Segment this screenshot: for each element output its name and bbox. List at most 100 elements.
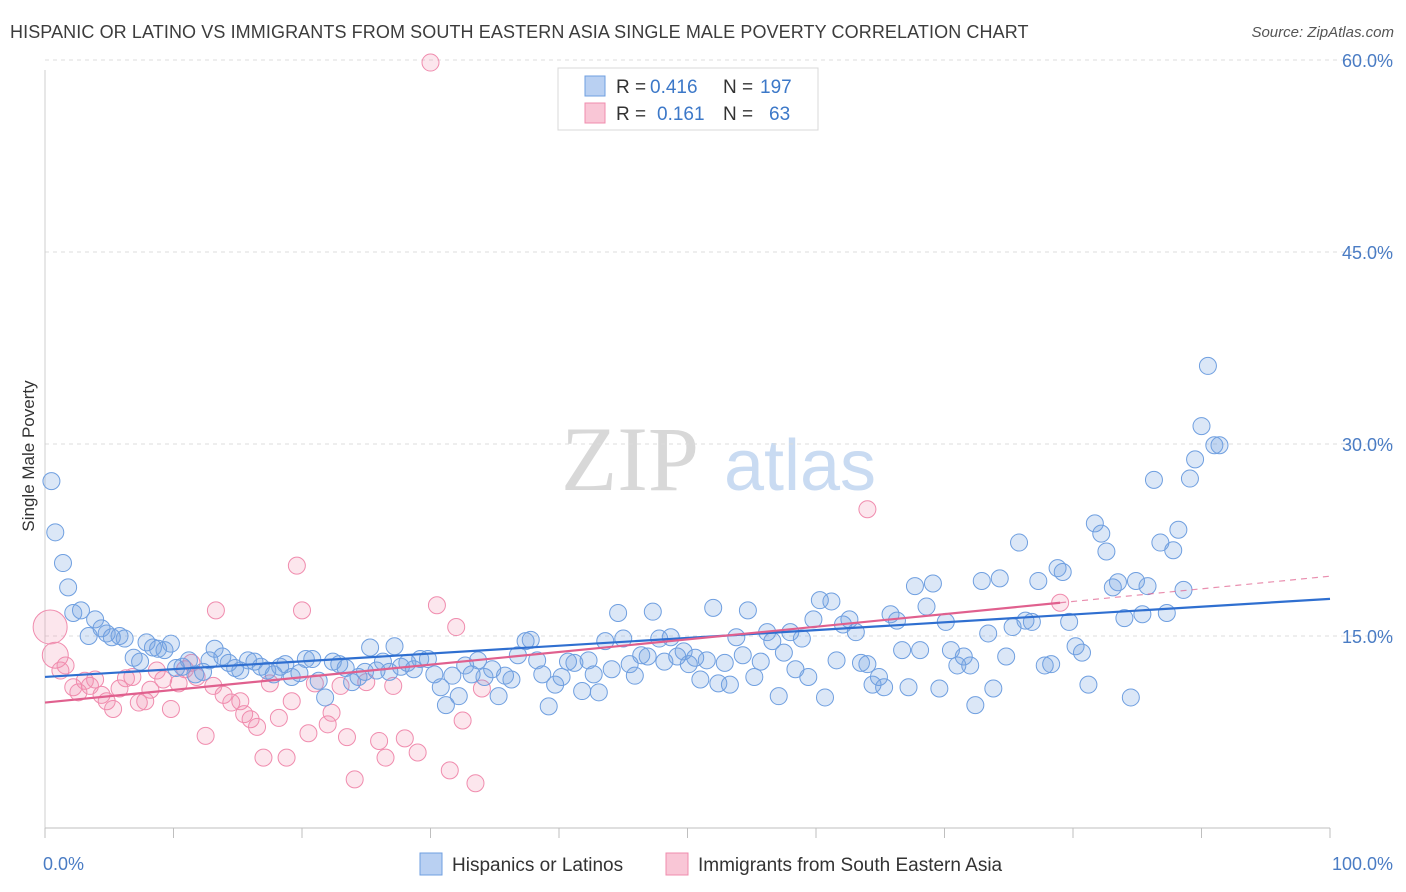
legend-r-label-2: R = [616,104,646,125]
y-tick-label-2: 45.0% [1342,243,1393,263]
blue-point [984,679,1003,698]
blue-point [979,624,998,643]
blue-point [1103,578,1122,597]
blue-point [1092,524,1111,543]
pink-point [421,53,440,72]
legend-n-value-2: 63 [769,104,790,125]
blue-point [131,652,150,671]
pink-point [56,656,75,675]
pink-point [370,731,389,750]
blue-point [625,666,644,685]
blue-point [1060,612,1079,631]
blue-point [686,648,705,667]
blue-point [1115,609,1134,628]
blue-point [720,675,739,694]
blue-point [92,619,111,638]
pink-point [384,676,403,695]
blue-point [1174,580,1193,599]
pink-point [427,596,446,615]
blue-point [1157,603,1176,622]
pink-point [337,728,356,747]
pink-point [858,500,877,519]
pink-point [110,679,129,698]
blue-point [846,623,865,642]
watermark: ZIP atlas [561,408,876,510]
blue-point [443,666,462,685]
blue-point [1164,541,1183,560]
y-axis-label: Single Male Poverty [19,380,38,532]
watermark-atlas: atlas [724,426,876,506]
x-tick-labels: 0.0% 100.0% [43,854,1393,874]
blue-point [589,683,608,702]
blue-point [893,641,912,660]
blue-point [792,629,811,648]
blue-point [990,569,1009,588]
blue-point [923,574,942,593]
blue-point [1205,436,1224,455]
pink-point [161,699,180,718]
top-legend: R = 0.416 N = 197 R = 0.161 N = 63 [557,67,819,131]
blue-point [1144,470,1163,489]
blue-point [827,651,846,670]
pink-point [154,670,173,689]
blue-point [596,632,615,651]
blue-point [948,656,967,675]
series-immigrants-points [32,53,1070,793]
legend-n-label-1: N = [723,77,753,98]
blue-point [161,634,180,653]
blue-point [822,592,841,611]
blue-point [715,653,734,672]
watermark-zip: ZIP [561,408,699,510]
blue-point [1010,533,1029,552]
blue-point [546,675,565,694]
chart-title: HISPANIC OR LATINO VS IMMIGRANTS FROM SO… [10,22,1029,42]
blue-point [745,667,764,686]
source-label: Source: ZipAtlas.com [1251,24,1394,41]
blue-point [727,628,746,647]
blue-point [769,687,788,706]
blue-point [774,643,793,662]
blue-point [213,647,232,666]
blue-point [709,674,728,693]
bottom-legend-swatch-pink [665,852,689,876]
blue-point [102,628,121,647]
blue-point [579,651,598,670]
blue-point [966,696,985,715]
pink-point [447,618,466,637]
blue-point [869,667,888,686]
pink-point [254,748,273,767]
blue-point [905,577,924,596]
blue-point [86,610,105,629]
trend-line-immigrants-extension [1060,575,1331,604]
blue-point [961,656,980,675]
blue-point [799,667,818,686]
blue-point [609,603,628,622]
bottom-legend: Hispanics or Latinos Immigrants from Sou… [419,852,1003,876]
pink-point [196,726,215,745]
y-tick-label-0: 15.0% [1342,627,1393,647]
pink-point [241,710,260,729]
blue-point [863,675,882,694]
y-tick-labels: 15.0% 30.0% 45.0% 60.0% [1342,51,1393,647]
blue-point [573,682,592,701]
blue-point [810,591,829,610]
blue-point [691,670,710,689]
legend-r-label-1: R = [616,77,646,98]
x-tick-label-0: 0.0% [43,854,84,874]
blue-point [697,651,716,670]
blue-point [205,639,224,658]
blue-point [53,554,72,573]
blue-point [632,646,651,665]
pink-point [282,692,301,711]
blue-point [1186,450,1205,469]
blue-point [521,630,540,649]
blue-point [155,641,174,660]
legend-r-value-1: 0.416 [650,77,698,98]
pink-point [299,724,318,743]
pink-point [466,774,485,793]
x-tick-label-1: 100.0% [1332,854,1393,874]
blue-point [1053,563,1072,581]
blue-point [1169,520,1188,539]
bottom-legend-label-hispanic: Hispanics or Latinos [452,855,623,876]
